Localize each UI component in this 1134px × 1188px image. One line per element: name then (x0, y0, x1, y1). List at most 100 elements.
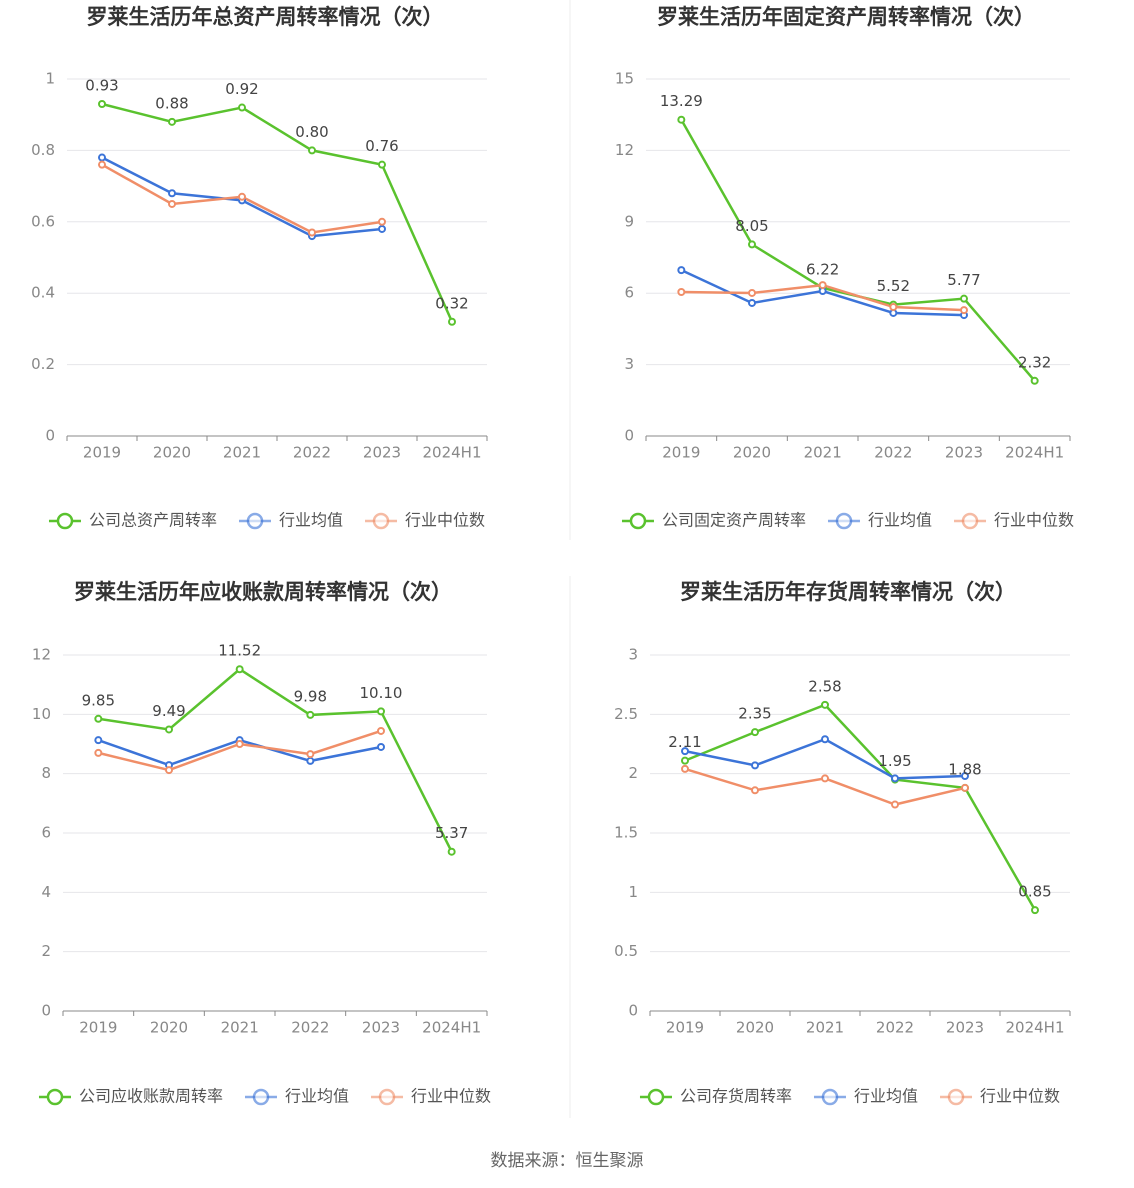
legend-label: 公司应收账款周转率 (79, 1087, 223, 1106)
legend: 公司固定资产周转率 行业均值 行业中位数 (621, 511, 1074, 530)
data-label: 11.52 (218, 642, 261, 660)
point (821, 700, 829, 709)
y-tick-label: 0.6 (31, 212, 55, 230)
y-tick-label: 0.4 (31, 284, 55, 302)
chart-title: 罗莱生活历年应收账款周转率情况（次） (74, 580, 452, 604)
x-tick-label: 2020 (736, 1019, 774, 1037)
legend-label: 行业中位数 (994, 511, 1074, 530)
point (168, 189, 176, 198)
data-label: 10.10 (360, 684, 403, 702)
data-label: 8.05 (735, 217, 768, 235)
point (308, 228, 316, 237)
x-tick-label: 2020 (733, 444, 771, 462)
legend-label: 行业均值 (868, 511, 932, 530)
point (238, 192, 246, 201)
point (681, 756, 689, 765)
legend-label: 行业中位数 (980, 1087, 1060, 1106)
x-tick-label: 2020 (153, 444, 191, 462)
y-tick-label: 0 (628, 1002, 638, 1020)
y-tick-label: 1.5 (614, 824, 638, 842)
point (677, 115, 686, 124)
data-label: 0.93 (85, 76, 118, 94)
series-line (680, 119, 1036, 382)
data-label: 2.58 (808, 677, 841, 695)
point (308, 146, 316, 155)
point (168, 199, 176, 208)
point (377, 707, 385, 716)
point (378, 224, 386, 233)
data-label: 2.35 (738, 705, 771, 723)
data-label: 0.32 (435, 294, 468, 312)
point (94, 748, 103, 757)
point (961, 783, 969, 792)
point (94, 736, 103, 745)
legend-icon (961, 512, 979, 530)
x-tick-label: 2022 (293, 444, 331, 462)
data-label: 9.49 (152, 702, 185, 720)
x-tick-label: 2023 (946, 1019, 984, 1037)
point (818, 281, 827, 290)
y-tick-label: 2 (628, 764, 638, 782)
data-label: 1.88 (948, 760, 981, 778)
point (681, 747, 689, 756)
source: 数据来源：恒生聚源 (491, 1151, 644, 1171)
legend: 公司存货周转率 行业均值 行业中位数 (639, 1087, 1060, 1106)
chart-title: 罗莱生活历年固定资产周转率情况（次） (657, 5, 1035, 29)
y-tick-label: 0 (624, 427, 634, 445)
x-tick-label: 2020 (150, 1019, 188, 1037)
legend-icon (835, 512, 853, 530)
data-label: 9.98 (294, 687, 327, 705)
x-tick-label: 2019 (83, 444, 121, 462)
point (165, 725, 173, 734)
chart-title: 罗莱生活历年总资产周转率情况（次） (87, 5, 444, 29)
x-tick-label: 2021 (804, 444, 842, 462)
point (168, 117, 176, 126)
y-tick-label: 1 (45, 70, 55, 88)
point (751, 728, 759, 737)
legend-label: 行业均值 (854, 1087, 918, 1106)
legend-label: 公司总资产周转率 (89, 511, 217, 530)
point (235, 665, 244, 674)
x-tick-label: 2023 (363, 444, 401, 462)
data-label: 0.80 (295, 123, 328, 141)
point (751, 761, 759, 770)
legend-icon (246, 512, 264, 530)
legend-icon (821, 1088, 839, 1106)
x-tick-label: 2024H1 (423, 444, 482, 462)
x-tick-label: 2023 (362, 1019, 400, 1037)
point (306, 756, 315, 765)
legend-label: 公司固定资产周转率 (662, 511, 806, 530)
legend-label: 行业均值 (285, 1087, 349, 1106)
legend-icon (629, 512, 647, 530)
x-tick-label: 2022 (876, 1019, 914, 1037)
y-tick-label: 6 (41, 824, 51, 842)
chart-title: 罗莱生活历年存货周转率情况（次） (680, 580, 1016, 604)
x-tick-label: 2021 (806, 1019, 844, 1037)
series-line (684, 703, 1037, 911)
data-label: 13.29 (660, 92, 703, 110)
y-tick-label: 12 (615, 141, 634, 159)
y-tick-label: 2.5 (614, 705, 638, 723)
point (677, 266, 686, 275)
x-tick-label: 2024H1 (1005, 444, 1064, 462)
legend: 公司应收账款周转率 行业均值 行业中位数 (38, 1087, 491, 1106)
point (1031, 906, 1039, 915)
point (94, 714, 103, 723)
x-tick-label: 2022 (874, 444, 912, 462)
y-tick-label: 0 (41, 1002, 51, 1020)
series-line (684, 737, 966, 780)
y-tick-label: 0.8 (31, 141, 55, 159)
y-tick-label: 0.2 (31, 355, 55, 373)
x-tick-label: 2024H1 (1006, 1019, 1065, 1037)
point (378, 217, 386, 226)
y-tick-label: 1 (628, 883, 638, 901)
point (306, 710, 315, 719)
series-line (101, 102, 454, 323)
point (891, 800, 899, 809)
y-tick-label: 15 (615, 70, 634, 88)
x-tick-label: 2019 (662, 444, 700, 462)
point (889, 303, 898, 312)
x-tick-label: 2023 (945, 444, 983, 462)
legend-icon (947, 1088, 965, 1106)
